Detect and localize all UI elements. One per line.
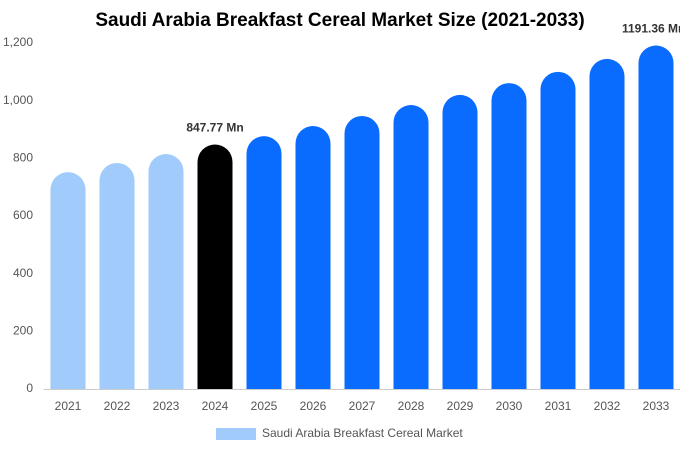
value-label: 847.77 Mn [186,121,243,135]
x-tick-label: 2028 [398,399,425,413]
x-tick-label: 2029 [447,399,474,413]
y-tick-label: 400 [13,266,33,280]
x-tick-label: 2024 [202,399,229,413]
value-label: 1191.36 Mn [622,22,680,36]
x-tick-label: 2030 [496,399,523,413]
legend-swatch [216,428,256,440]
x-tick-label: 2033 [643,399,670,413]
x-tick-label: 2025 [251,399,278,413]
y-tick-label: 1,000 [3,93,33,107]
y-tick-label: 200 [13,324,33,338]
bar [393,104,429,389]
bar [540,71,576,389]
bar [50,172,86,389]
x-tick-label: 2031 [545,399,572,413]
bar [148,154,184,389]
legend-label: Saudi Arabia Breakfast Cereal Market [262,426,463,440]
bar [295,126,331,389]
bar [589,58,625,389]
x-tick-label: 2021 [55,399,82,413]
bar [246,136,282,389]
chart-title: Saudi Arabia Breakfast Cereal Market Siz… [95,10,584,31]
y-tick-label: 800 [13,151,33,165]
bar [344,115,380,389]
y-tick-label: 600 [13,208,33,222]
x-tick-label: 2027 [349,399,376,413]
x-tick-label: 2022 [104,399,131,413]
bar [491,83,527,389]
x-tick-label: 2032 [594,399,621,413]
bar [638,45,674,389]
y-tick-label: 1,200 [3,35,33,49]
x-tick-label: 2026 [300,399,327,413]
x-tick-label: 2023 [153,399,180,413]
bar [442,94,478,390]
y-tick-label: 0 [26,381,33,395]
bar [197,144,233,389]
bar [99,162,135,389]
